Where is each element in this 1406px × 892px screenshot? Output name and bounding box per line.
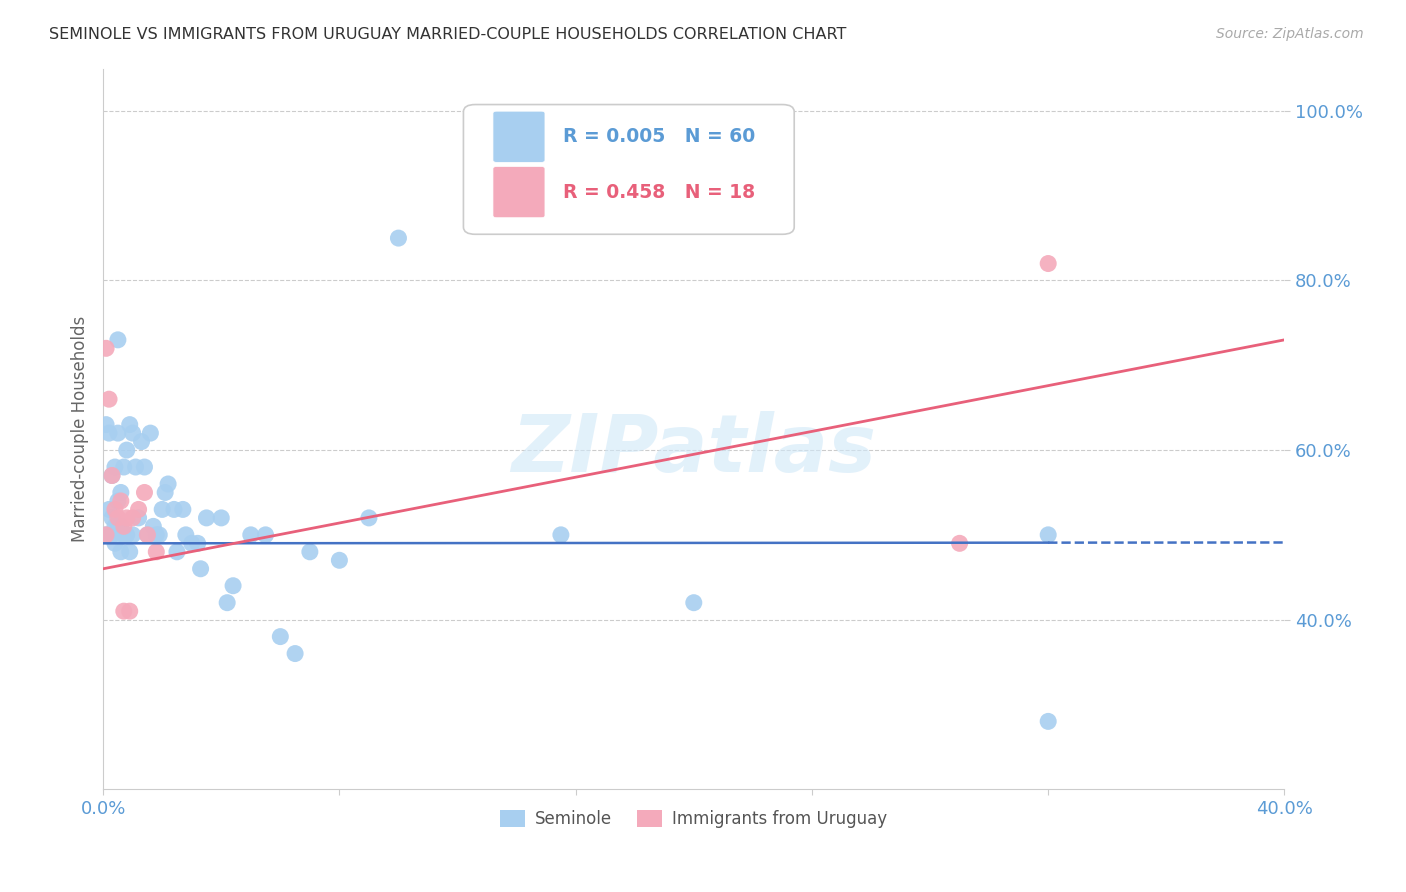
Point: [94, 528, 117, 542]
Point: [217, 596, 239, 610]
Text: ZIPatlas: ZIPatlas: [512, 411, 876, 490]
Text: R = 0.458   N = 18: R = 0.458 N = 18: [562, 183, 755, 202]
FancyBboxPatch shape: [494, 167, 546, 218]
Point: [101, 528, 124, 542]
Point: [101, 468, 124, 483]
Point: [157, 477, 180, 491]
Y-axis label: Married-couple Households: Married-couple Households: [72, 316, 89, 542]
Point: [195, 511, 218, 525]
Point: [150, 502, 173, 516]
Point: [128, 511, 150, 525]
Point: [136, 528, 159, 542]
Point: [269, 630, 291, 644]
Point: [104, 460, 127, 475]
Point: [298, 545, 321, 559]
Point: [112, 460, 135, 475]
Point: [153, 485, 176, 500]
Point: [145, 545, 167, 559]
Point: [98, 426, 121, 441]
FancyBboxPatch shape: [494, 112, 546, 162]
Text: Source: ZipAtlas.com: Source: ZipAtlas.com: [1216, 27, 1364, 41]
Point: [107, 519, 129, 533]
Point: [1038, 528, 1060, 542]
Point: [112, 528, 135, 542]
Point: [148, 528, 170, 542]
Point: [112, 519, 135, 533]
Point: [101, 468, 124, 483]
Point: [121, 511, 143, 525]
Point: [190, 562, 212, 576]
Point: [239, 528, 262, 542]
Point: [110, 494, 132, 508]
Point: [104, 502, 127, 516]
Text: SEMINOLE VS IMMIGRANTS FROM URUGUAY MARRIED-COUPLE HOUSEHOLDS CORRELATION CHART: SEMINOLE VS IMMIGRANTS FROM URUGUAY MARR…: [49, 27, 846, 42]
Point: [121, 528, 143, 542]
Point: [166, 545, 188, 559]
Point: [172, 502, 194, 516]
Point: [110, 519, 132, 533]
Point: [94, 528, 117, 542]
Point: [1038, 256, 1060, 270]
Point: [128, 502, 150, 516]
Text: R = 0.005   N = 60: R = 0.005 N = 60: [562, 128, 755, 146]
Point: [142, 519, 165, 533]
Point: [115, 511, 138, 525]
Point: [145, 528, 167, 542]
Point: [104, 519, 127, 533]
Point: [357, 511, 380, 525]
Point: [131, 434, 153, 449]
Point: [187, 536, 209, 550]
Point: [180, 536, 202, 550]
Point: [139, 426, 162, 441]
Point: [101, 511, 124, 525]
Point: [124, 460, 146, 475]
Point: [110, 545, 132, 559]
Point: [284, 647, 307, 661]
Point: [209, 511, 232, 525]
Point: [112, 604, 135, 618]
Point: [110, 485, 132, 500]
Point: [222, 579, 245, 593]
Point: [98, 502, 121, 516]
Point: [115, 443, 138, 458]
FancyBboxPatch shape: [464, 104, 794, 235]
Point: [118, 545, 141, 559]
Point: [682, 596, 704, 610]
Point: [98, 392, 121, 407]
Point: [118, 604, 141, 618]
Point: [107, 426, 129, 441]
Legend: Seminole, Immigrants from Uruguay: Seminole, Immigrants from Uruguay: [494, 804, 894, 835]
Point: [94, 417, 117, 432]
Point: [163, 502, 186, 516]
Point: [118, 417, 141, 432]
Point: [949, 536, 972, 550]
Point: [134, 485, 156, 500]
Point: [107, 511, 129, 525]
Point: [550, 528, 572, 542]
Point: [121, 426, 143, 441]
Point: [115, 528, 138, 542]
Point: [1038, 714, 1060, 729]
Point: [134, 460, 156, 475]
Point: [107, 333, 129, 347]
Point: [136, 528, 159, 542]
Point: [104, 536, 127, 550]
Point: [94, 341, 117, 355]
Point: [254, 528, 277, 542]
Point: [328, 553, 350, 567]
Point: [107, 494, 129, 508]
Point: [387, 231, 409, 245]
Point: [174, 528, 197, 542]
